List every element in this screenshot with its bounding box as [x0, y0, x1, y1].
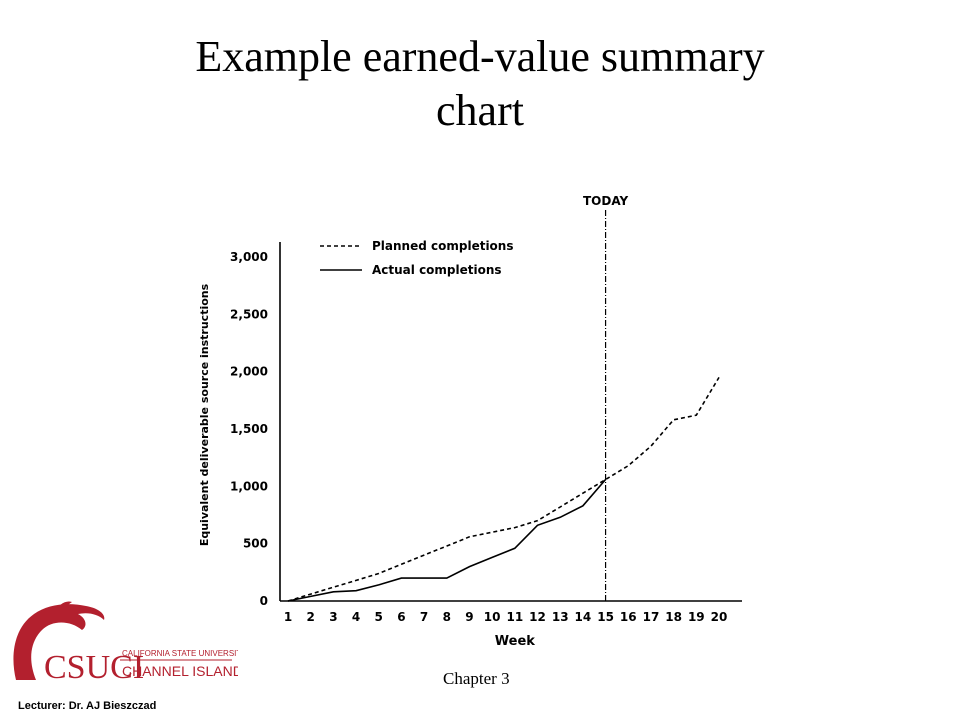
- dolphin-fin: [54, 601, 72, 616]
- x-tick-label: 4: [352, 610, 360, 624]
- dolphin-shape: [13, 604, 105, 680]
- slide-title: Example earned-value summary chart: [0, 30, 960, 138]
- footer-lecturer: Lecturer: Dr. AJ Bieszczad: [18, 700, 157, 712]
- x-tick-label: 1: [284, 610, 292, 624]
- x-tick-label: 13: [552, 610, 569, 624]
- footer-chapter: Chapter 3: [443, 669, 510, 688]
- x-tick-label: 14: [575, 610, 592, 624]
- x-tick-label: 16: [620, 610, 637, 624]
- dolphin-logo-icon: CSUCI CALIFORNIA STATE UNIVERSITY CHANNE…: [13, 601, 252, 686]
- chart-legend: Planned completions Actual completions: [320, 239, 513, 277]
- y-axis-label: Equivalent deliverable source instructio…: [198, 283, 211, 546]
- actual-completions-line: [287, 478, 607, 602]
- x-tick-label: 9: [465, 610, 473, 624]
- x-tick-label: 6: [397, 610, 405, 624]
- y-tick-label: 0: [260, 594, 268, 608]
- legend-label: Actual completions: [372, 263, 502, 277]
- chart-axes: [279, 242, 742, 602]
- x-tick-label: 7: [420, 610, 428, 624]
- chart-axis-labels: Week Equivalent deliverable source instru…: [198, 283, 535, 649]
- logo-monogram: CSUCI: [44, 649, 144, 686]
- planned-completions-line: [287, 376, 720, 602]
- today-marker: TODAY: [583, 194, 628, 601]
- x-tick-label: 2: [307, 610, 315, 624]
- y-tick-label: 3,000: [230, 250, 268, 264]
- x-tick-label: 19: [688, 610, 705, 624]
- x-tick-label: 18: [665, 610, 682, 624]
- slide-title-line2: chart: [436, 86, 524, 135]
- csuci-logo: CSUCI CALIFORNIA STATE UNIVERSITY CHANNE…: [8, 600, 252, 694]
- x-tick-label: 11: [506, 610, 523, 624]
- x-tick-label: 12: [529, 610, 546, 624]
- x-axis-label: Week: [495, 634, 536, 649]
- chart-series: [287, 376, 720, 602]
- y-tick-label: 1,500: [230, 422, 268, 436]
- y-tick-label: 500: [243, 537, 268, 551]
- x-tick-label: 20: [711, 610, 728, 624]
- x-tick-label: 5: [375, 610, 383, 624]
- legend-label: Planned completions: [372, 239, 513, 253]
- logo-university-text: CALIFORNIA STATE UNIVERSITY: [122, 649, 238, 658]
- today-label: TODAY: [583, 194, 628, 208]
- chart-ticks: 1 2 3 4 5 6 7 8 9 10 11 12 13 14 15 16 17 18 19 2005001,000…: [230, 250, 727, 624]
- logo-campus-text: CHANNEL ISLANDS: [122, 663, 238, 679]
- slide-title-line1: Example earned-value summary: [195, 32, 765, 81]
- x-tick-label: 10: [484, 610, 501, 624]
- x-tick-label: 3: [329, 610, 337, 624]
- y-tick-label: 2,000: [230, 365, 268, 379]
- x-tick-label: 8: [443, 610, 451, 624]
- x-tick-label: 17: [643, 610, 660, 624]
- x-tick-label: 15: [597, 610, 614, 624]
- y-tick-label: 2,500: [230, 307, 268, 321]
- y-tick-label: 1,000: [230, 479, 268, 493]
